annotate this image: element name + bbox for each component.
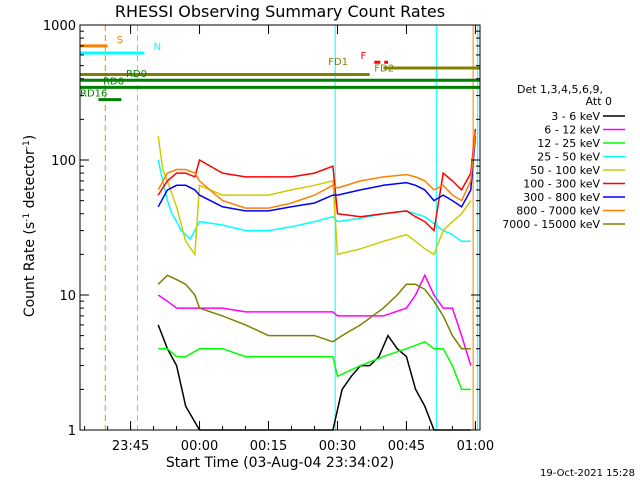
flag-label-6: RD6: [103, 76, 124, 87]
flag-label-3: FD1: [328, 57, 348, 68]
legend-header-line-1: Det 1,3,4,5,6,9,: [517, 83, 603, 96]
legend-label-4: 50 - 100 keV: [530, 164, 600, 177]
legend-label-1: 6 - 12 keV: [544, 124, 600, 137]
footer-timestamp: 19-Oct-2021 15:28: [540, 468, 635, 479]
y-tick-label-0: 1: [68, 424, 76, 439]
flag-label-7: RD16: [80, 89, 107, 100]
flag-label-4: FD2: [374, 63, 394, 74]
x-tick-label-3: 00:30: [319, 439, 356, 454]
x-tick-label-0: 23:45: [112, 439, 149, 454]
series-line-0: [157, 324, 471, 431]
series-line-1: [157, 273, 472, 366]
y-axis-title: Count Rate (s-1 detector-1): [22, 135, 38, 317]
x-tick-label-2: 00:15: [250, 439, 287, 454]
y-axis-title-part-3: ): [22, 135, 38, 140]
y-tick-label-3: 1000: [43, 19, 76, 34]
x-tick-label-1: 00:00: [181, 439, 218, 454]
x-axis-title: Start Time (03-Aug-04 23:34:02): [166, 455, 394, 471]
y-axis-title-part-1: Count Rate (s: [22, 222, 38, 317]
x-tick-label-4: 00:45: [388, 439, 425, 454]
series-line-3: [157, 159, 471, 243]
chart-title: RHESSI Observing Summary Count Rates: [115, 2, 445, 21]
legend-label-6: 300 - 800 keV: [523, 191, 600, 204]
series-line-7: [157, 132, 477, 209]
flag-label-0: S: [117, 35, 123, 46]
flag-label-5: RD0: [126, 69, 147, 80]
legend-label-7: 800 - 7000 keV: [516, 205, 600, 218]
legend-label-8: 7000 - 15000 keV: [502, 218, 600, 231]
y-axis-title-sup-1: -1: [22, 213, 32, 222]
x-tick-label-5: 01:00: [457, 439, 494, 454]
series-line-2: [158, 340, 471, 391]
legend-label-2: 12 - 25 keV: [537, 137, 600, 150]
y-tick-label-1: 10: [59, 289, 76, 304]
legend-label-5: 100 - 300 keV: [523, 178, 600, 191]
legend-label-3: 25 - 50 keV: [537, 151, 600, 164]
legend-header-line-2: Att 0: [586, 95, 612, 108]
y-axis-title-sup-2: -1: [22, 140, 32, 149]
series-line-6: [157, 136, 477, 212]
y-axis-title-part-2: detector: [22, 149, 38, 213]
y-tick-label-2: 100: [51, 154, 76, 169]
series-line-5: [157, 128, 477, 233]
series-line-8: [157, 274, 471, 350]
plot-frame: [79, 24, 481, 431]
series-line-4: [157, 136, 472, 257]
flag-label-2: F: [360, 51, 366, 62]
legend-label-0: 3 - 6 keV: [551, 110, 600, 123]
flag-label-1: N: [154, 42, 161, 53]
